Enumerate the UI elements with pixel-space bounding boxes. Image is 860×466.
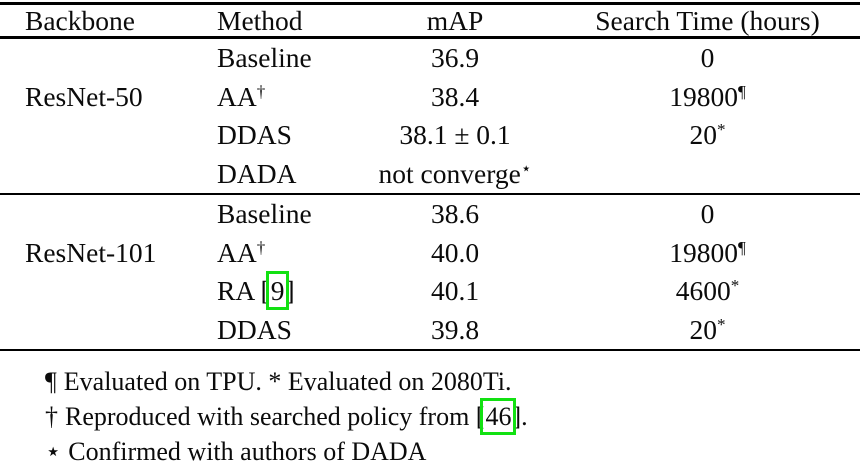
method-cell: DDAS: [195, 116, 355, 155]
dagger-superscript: †: [256, 237, 266, 257]
method-label: AA: [217, 236, 257, 268]
map-cell: 36.9: [430, 42, 480, 73]
table-footnotes: ¶ Evaluated on TPU. * Evaluated on 2080Ti…: [0, 364, 860, 466]
method-label: DDAS: [217, 119, 292, 150]
map-cell: 39.8: [430, 313, 480, 345]
search-time-cell: 20*: [689, 313, 726, 345]
asterisk-superscript: *: [730, 276, 740, 296]
backbone-label: ResNet-50: [25, 80, 143, 112]
col-header-method: Method: [217, 5, 303, 36]
pilcrow-superscript: ¶: [738, 237, 746, 257]
method-cell: DDAS: [195, 311, 355, 350]
method-label: AA: [217, 80, 257, 112]
footnote-dada-authors: ⋆ Confirmed with authors of DADA: [45, 434, 860, 466]
method-cell: Baseline: [195, 39, 355, 78]
col-header-search-time: Search Time (hours): [595, 5, 820, 36]
search-time-cell: 19800¶: [669, 80, 746, 112]
group-resnet-50: ResNet-50 Baseline 36.9 0 AA† 38.4 19800…: [0, 39, 860, 195]
asterisk-superscript: *: [716, 314, 726, 334]
map-cell: 38.6: [430, 198, 480, 229]
method-cell: AA†: [195, 78, 355, 117]
search-time-cell: 20*: [689, 119, 726, 150]
backbone-label: ResNet-101: [25, 236, 157, 268]
method-label: ]: [285, 275, 295, 306]
method-label: DADA: [217, 157, 297, 189]
method-label: Baseline: [217, 198, 312, 229]
footnote-reproduced-policy: † Reproduced with searched policy from [4…: [45, 398, 860, 435]
group-resnet-101: ResNet-101 Baseline 38.6 0 AA† 40.0 1980…: [0, 195, 860, 351]
col-header-backbone: Backbone: [25, 5, 135, 36]
map-cell: 40.0: [430, 236, 480, 268]
method-label: DDAS: [217, 313, 292, 345]
method-label: Baseline: [217, 42, 312, 73]
table-header-row: Backbone Method mAP Search Time (hours): [0, 5, 860, 39]
search-time-cell: 0: [700, 198, 715, 229]
map-cell: 38.1 ± 0.1: [399, 119, 511, 150]
citation-link-box[interactable]: 46: [480, 398, 517, 435]
method-label: RA [: [217, 275, 270, 306]
method-cell: DADA: [195, 155, 355, 194]
search-time-cell: 4600*: [675, 275, 740, 306]
method-cell: RA [9]: [195, 271, 355, 311]
pilcrow-marker: ¶: [45, 367, 57, 396]
results-table: Backbone Method mAP Search Time (hours) …: [0, 2, 860, 351]
search-time-cell: 19800¶: [669, 236, 746, 268]
citation-link-box[interactable]: 9: [265, 271, 290, 310]
asterisk-superscript: *: [716, 120, 726, 140]
method-cell: Baseline: [195, 195, 355, 234]
search-time-cell: 0: [700, 42, 715, 73]
map-cell: 38.4: [430, 80, 480, 112]
star-superscript: ⋆: [520, 158, 532, 178]
map-cell: 40.1: [430, 275, 480, 306]
star-marker: ⋆: [45, 437, 62, 466]
dagger-superscript: †: [256, 81, 266, 101]
map-cell: not converge⋆: [378, 157, 532, 189]
method-cell: AA†: [195, 234, 355, 273]
footnote-tpu-2080ti: ¶ Evaluated on TPU. * Evaluated on 2080Ti…: [45, 364, 860, 399]
pilcrow-superscript: ¶: [738, 81, 746, 101]
dagger-marker: †: [45, 402, 58, 431]
search-time-cell: [555, 155, 860, 194]
col-header-map: mAP: [426, 5, 484, 36]
